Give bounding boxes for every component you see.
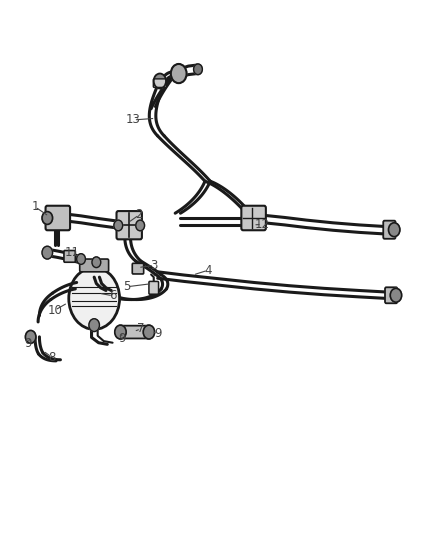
Circle shape <box>115 325 126 339</box>
FancyBboxPatch shape <box>132 263 144 274</box>
Circle shape <box>154 74 166 88</box>
Circle shape <box>69 268 120 329</box>
Text: 8: 8 <box>48 351 55 364</box>
Text: 4: 4 <box>204 264 212 277</box>
Circle shape <box>25 330 36 343</box>
Text: 10: 10 <box>47 304 62 317</box>
Text: 9: 9 <box>154 327 162 340</box>
Text: 3: 3 <box>151 259 158 272</box>
Circle shape <box>194 64 202 75</box>
FancyBboxPatch shape <box>119 326 150 338</box>
Text: 11: 11 <box>65 246 80 259</box>
Circle shape <box>171 64 187 83</box>
FancyBboxPatch shape <box>64 251 75 262</box>
Text: 2: 2 <box>135 208 143 221</box>
Text: 12: 12 <box>254 218 269 231</box>
Circle shape <box>136 220 145 231</box>
FancyBboxPatch shape <box>383 221 396 239</box>
Text: 6: 6 <box>109 289 117 302</box>
Circle shape <box>42 212 53 224</box>
FancyBboxPatch shape <box>385 287 397 303</box>
Circle shape <box>42 246 53 259</box>
Text: 13: 13 <box>126 114 141 126</box>
Circle shape <box>92 257 101 268</box>
Circle shape <box>143 325 155 339</box>
Text: 1: 1 <box>31 200 39 213</box>
Circle shape <box>77 254 85 264</box>
Text: 5: 5 <box>124 280 131 293</box>
FancyBboxPatch shape <box>241 206 266 230</box>
FancyBboxPatch shape <box>80 259 109 272</box>
Circle shape <box>114 220 123 231</box>
FancyBboxPatch shape <box>117 211 142 239</box>
Text: 9: 9 <box>24 337 32 350</box>
Circle shape <box>390 288 402 302</box>
FancyBboxPatch shape <box>149 281 159 294</box>
FancyBboxPatch shape <box>153 79 166 87</box>
Text: 7: 7 <box>137 322 145 335</box>
Circle shape <box>389 223 400 237</box>
Text: 9: 9 <box>118 332 126 345</box>
FancyBboxPatch shape <box>46 206 70 230</box>
Circle shape <box>89 319 99 332</box>
